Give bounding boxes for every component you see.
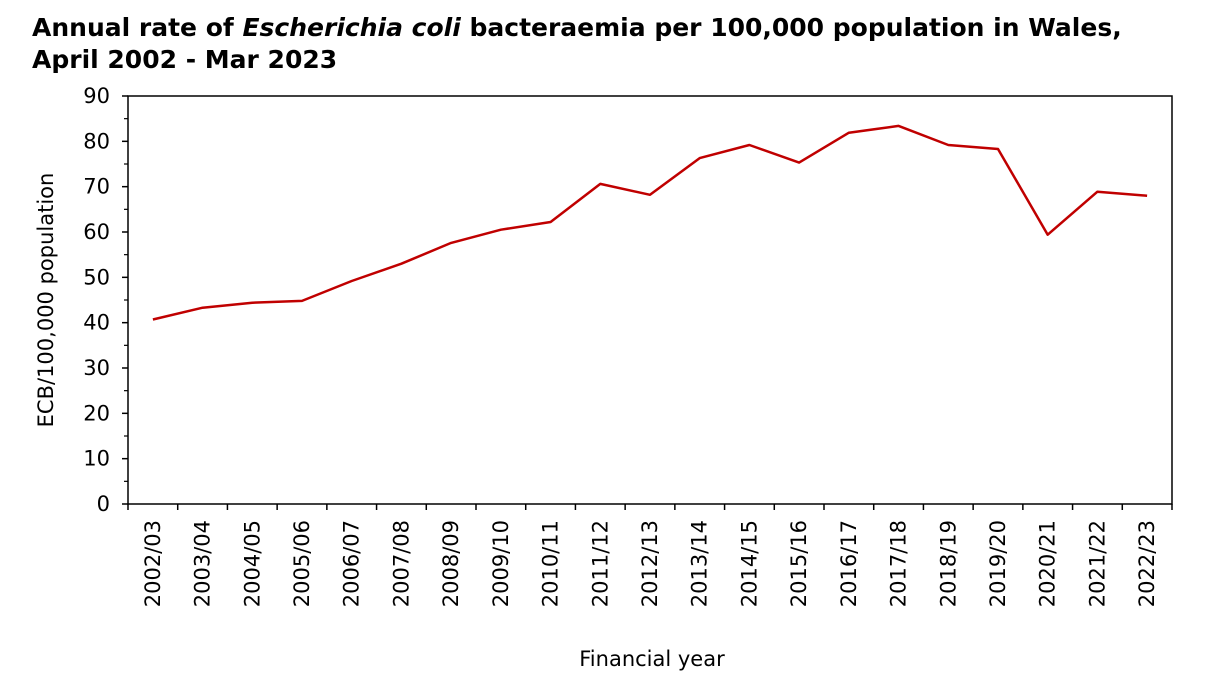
chart-title-text: Annual rate of (32, 13, 243, 42)
x-tick-label: 2015/16 (787, 520, 811, 607)
y-tick-label: 80 (83, 129, 110, 153)
y-tick-label: 10 (83, 447, 110, 471)
x-tick-label: 2004/05 (240, 520, 264, 607)
y-tick-label: 90 (83, 84, 110, 108)
x-tick-label: 2007/08 (389, 520, 413, 607)
x-tick-label: 2008/09 (439, 520, 463, 607)
x-tick-label: 2018/19 (936, 520, 960, 607)
x-tick-label: 2020/21 (1036, 520, 1060, 607)
x-tick-label: 2013/14 (688, 520, 712, 607)
chart-title-text-after: bacteraemia per 100,000 population in Wa… (460, 13, 1122, 42)
x-tick-label: 2022/23 (1135, 520, 1159, 607)
x-tick-label: 2019/20 (986, 520, 1010, 607)
y-axis-title: ECB/100,000 population (34, 173, 58, 428)
series-line (152, 124, 1148, 321)
x-tick-label: 2011/12 (588, 520, 612, 607)
y-tick-label: 20 (83, 401, 110, 425)
plot-area-frame (127, 95, 1173, 505)
chart-title-italic: Escherichia coli (242, 13, 461, 42)
x-tick-label: 2010/11 (539, 520, 563, 607)
y-tick-label: 70 (83, 175, 110, 199)
x-tick-label: 2005/06 (290, 520, 314, 607)
x-tick-label: 2003/04 (191, 520, 215, 607)
x-axis: 2002/03 2003/04 2004/05 2005/06 2006/07 2007/… (127, 504, 1173, 607)
y-tick-label: 60 (83, 220, 110, 244)
x-tick-label: 2002/03 (141, 520, 165, 607)
chart-title: Annual rate of Escherichia coli bacterae… (32, 12, 1122, 76)
x-tick-label: 2021/22 (1085, 520, 1109, 607)
y-tick-label: 40 (83, 311, 110, 335)
y-tick-label: 0 (97, 492, 110, 516)
y-tick-label: 30 (83, 356, 110, 380)
x-tick-label: 2017/18 (887, 520, 911, 607)
x-tick-label: 2012/13 (638, 520, 662, 607)
x-axis-title: Financial year (579, 647, 725, 671)
x-tick-label: 2016/17 (837, 520, 861, 607)
x-tick-label: 2006/07 (340, 520, 364, 607)
x-tick-label: 2014/15 (737, 520, 761, 607)
y-axis: 0 10 20 30 40 50 60 70 80 90 (83, 84, 128, 516)
x-tick-label: 2009/10 (489, 520, 513, 607)
y-tick-label: 50 (83, 265, 110, 289)
chart-title-line2: April 2002 - Mar 2023 (32, 45, 338, 74)
